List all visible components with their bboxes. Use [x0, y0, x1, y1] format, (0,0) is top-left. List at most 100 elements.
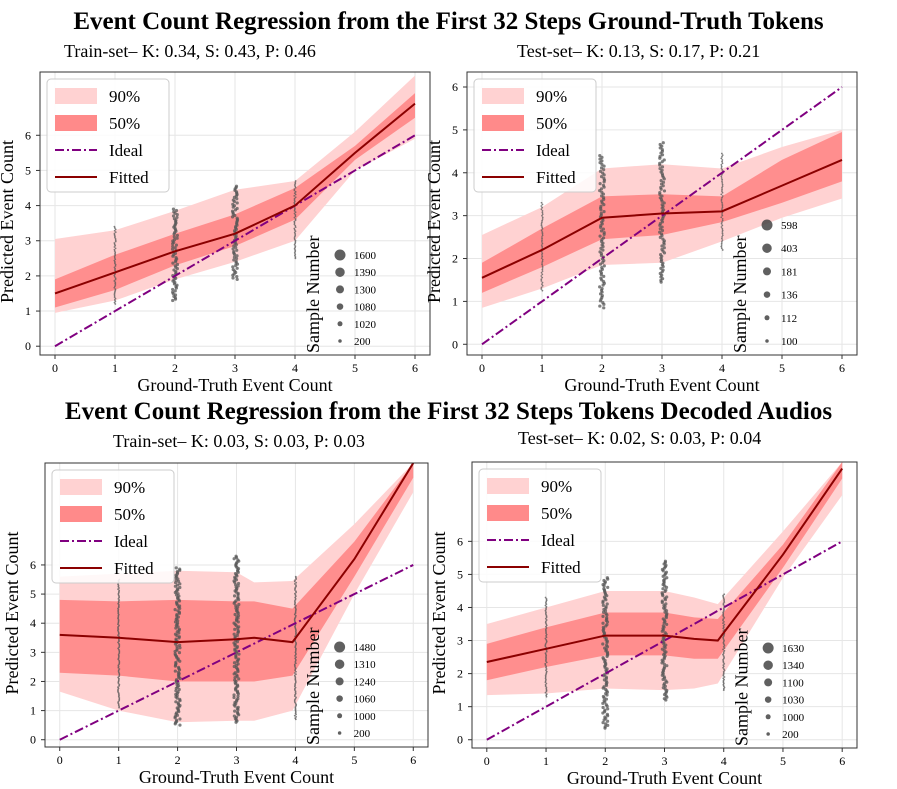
- scatter-point: [541, 218, 544, 220]
- scatter-point: [171, 214, 176, 218]
- scatter-point: [722, 622, 724, 625]
- scatter-point: [541, 234, 544, 237]
- scatter-point: [664, 679, 668, 683]
- scatter-point: [721, 249, 724, 251]
- scatter-point: [295, 656, 297, 659]
- scatter-point: [721, 182, 724, 184]
- scatter-point: [544, 620, 547, 623]
- size-legend-value: 1600: [354, 250, 377, 262]
- y-tick-label: 3: [452, 209, 458, 223]
- scatter-point: [541, 211, 544, 214]
- scatter-point: [175, 215, 179, 220]
- scatter-point: [541, 236, 543, 238]
- scatter-point: [118, 668, 121, 670]
- scatter-point: [178, 582, 182, 586]
- scatter-point: [721, 160, 723, 163]
- scatter-point: [541, 232, 544, 235]
- scatter-point: [235, 673, 239, 677]
- scatter-point: [293, 209, 296, 212]
- scatter-point: [540, 221, 543, 224]
- scatter-point: [294, 657, 297, 660]
- scatter-point: [234, 599, 238, 603]
- scatter-point: [541, 263, 543, 266]
- scatter-point: [232, 695, 236, 700]
- scatter-point: [658, 154, 662, 159]
- size-legend-value: 200: [782, 729, 799, 741]
- scatter-point: [720, 175, 723, 178]
- scatter-point: [721, 204, 724, 207]
- scatter-point: [723, 620, 725, 623]
- scatter-point: [541, 281, 544, 284]
- scatter-point: [294, 249, 297, 252]
- scatter-point: [174, 600, 179, 604]
- scatter-point: [231, 247, 235, 251]
- size-legend-marker: [337, 713, 343, 719]
- x-axis-label: Ground-Truth Event Count: [567, 768, 762, 788]
- scatter-point: [174, 566, 178, 570]
- scatter-point: [173, 246, 177, 250]
- scatter-point: [294, 230, 297, 233]
- scatter-point: [544, 662, 547, 665]
- scatter-point: [721, 221, 723, 224]
- scatter-point: [293, 251, 296, 254]
- x-tick-label: 2: [175, 753, 181, 767]
- legend-swatch-50: [60, 506, 102, 522]
- scatter-point: [720, 216, 723, 219]
- scatter-point: [541, 214, 543, 217]
- x-tick-label: 1: [539, 361, 545, 375]
- legend-swatch-90: [482, 88, 524, 104]
- scatter-point: [293, 201, 296, 204]
- x-tick-label: 6: [839, 754, 845, 768]
- scatter-point: [231, 265, 235, 269]
- scatter-point: [232, 258, 236, 262]
- x-axis-label: Ground-Truth Event Count: [564, 375, 759, 395]
- scatter-point: [544, 652, 547, 655]
- scatter-point: [599, 187, 604, 191]
- scatter-point: [114, 235, 116, 238]
- scatter-point: [598, 154, 602, 158]
- scatter-point: [662, 189, 667, 193]
- scatter-point: [605, 623, 609, 627]
- x-tick-label: 4: [721, 754, 727, 768]
- scatter-point: [599, 166, 604, 170]
- size-legend-title: Sample Number: [303, 628, 323, 745]
- scatter-point: [173, 289, 177, 293]
- scatter-point: [114, 237, 117, 240]
- scatter-point: [602, 587, 606, 591]
- scatter-point: [293, 195, 296, 197]
- scatter-point: [545, 631, 547, 633]
- legend-label: Ideal: [109, 141, 143, 160]
- scatter-point: [720, 157, 723, 160]
- scatter-point: [237, 677, 241, 681]
- scatter-point: [235, 277, 239, 282]
- scatter-point: [721, 155, 723, 158]
- scatter-point: [721, 240, 723, 243]
- scatter-point: [721, 201, 723, 204]
- scatter-point: [294, 190, 297, 193]
- scatter-point: [231, 198, 235, 202]
- scatter-point: [113, 293, 116, 296]
- y-axis-label: Predicted Event Count: [429, 532, 449, 695]
- scatter-point: [660, 599, 664, 603]
- scatter-point: [723, 676, 726, 678]
- scatter-point: [294, 185, 297, 188]
- scatter-point: [605, 602, 609, 606]
- scatter-point: [295, 673, 297, 676]
- scatter-point: [722, 624, 725, 627]
- scatter-point: [235, 216, 239, 220]
- scatter-point: [294, 245, 297, 248]
- scatter-point: [545, 638, 548, 641]
- scatter-point: [114, 267, 116, 270]
- scatter-point: [659, 178, 663, 183]
- scatter-point: [293, 200, 296, 203]
- size-legend-marker: [764, 678, 773, 687]
- y-tick-label: 2: [25, 269, 31, 283]
- scatter-point: [598, 250, 602, 254]
- legend-box: [478, 468, 602, 583]
- scatter-point: [662, 697, 666, 701]
- scatter-point: [661, 237, 665, 241]
- scatter-point: [720, 245, 723, 248]
- chart-panel-train-decoded: 0 1 2 3 4 5 6 0 1 2 3 4 5 6 Ground-Truth Event Count Pr…: [2, 462, 429, 787]
- scatter-point: [171, 207, 176, 211]
- scatter-point: [293, 231, 296, 234]
